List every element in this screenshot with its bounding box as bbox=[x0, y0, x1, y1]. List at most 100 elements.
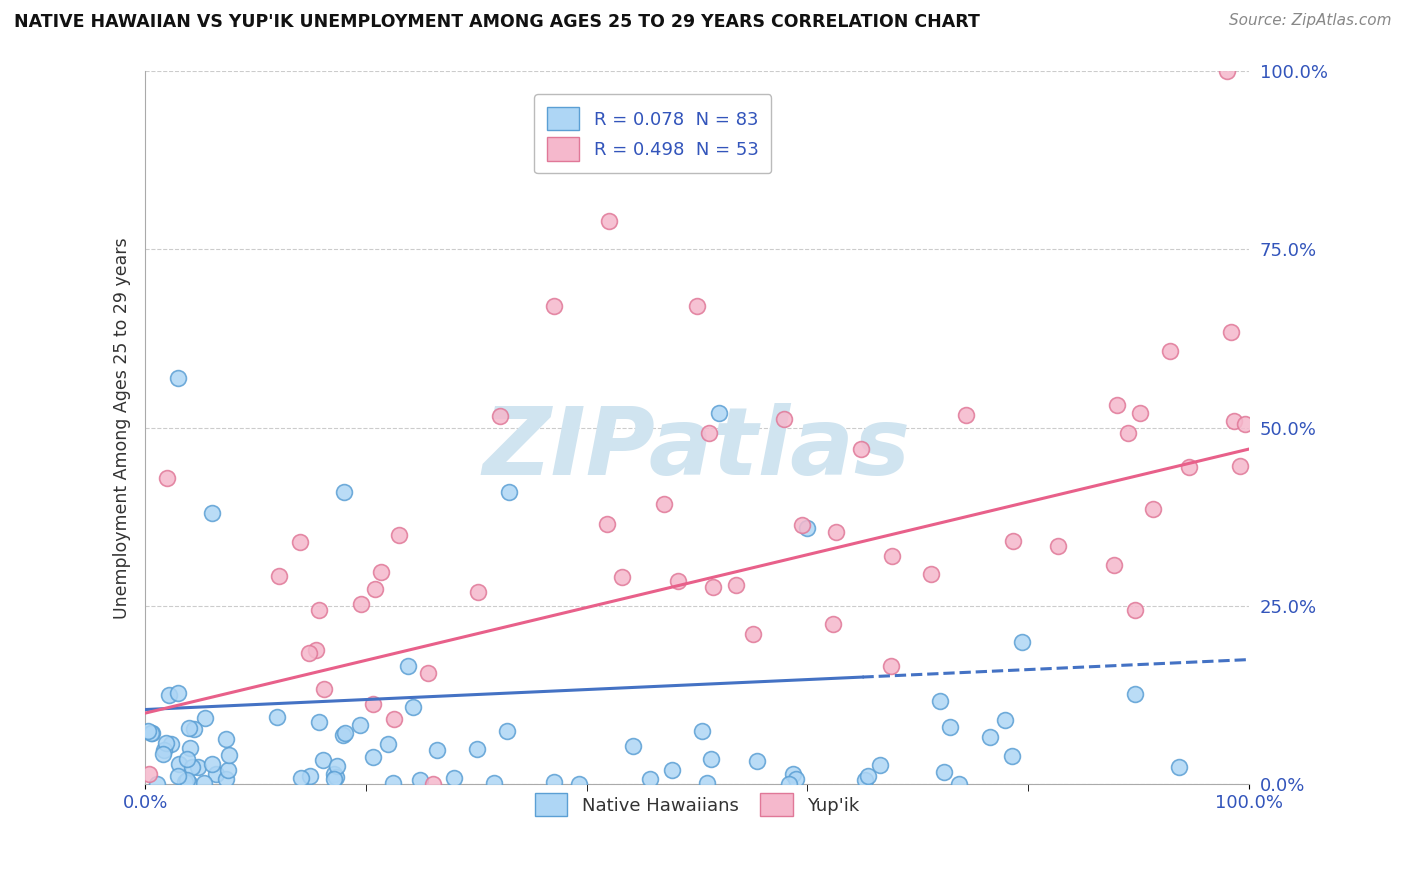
Point bbox=[361, 750, 384, 764]
Point bbox=[139, 726, 162, 740]
Point bbox=[1229, 459, 1251, 474]
Point bbox=[157, 688, 180, 702]
Point bbox=[312, 681, 335, 696]
Point bbox=[183, 722, 205, 736]
Point bbox=[1047, 540, 1070, 554]
Point bbox=[692, 724, 714, 739]
Point bbox=[696, 776, 718, 790]
Point bbox=[498, 485, 520, 500]
Point bbox=[409, 772, 432, 787]
Point bbox=[796, 520, 818, 534]
Point bbox=[308, 714, 330, 729]
Point bbox=[790, 517, 813, 532]
Point bbox=[772, 412, 794, 426]
Point bbox=[932, 764, 955, 779]
Point bbox=[702, 580, 724, 594]
Point bbox=[152, 747, 174, 762]
Point bbox=[305, 642, 328, 657]
Point bbox=[370, 566, 392, 580]
Point bbox=[880, 549, 903, 563]
Point bbox=[176, 772, 198, 787]
Point bbox=[661, 763, 683, 777]
Point bbox=[1001, 534, 1024, 549]
Point bbox=[217, 764, 239, 778]
Point bbox=[159, 737, 181, 751]
Point bbox=[174, 775, 197, 789]
Point bbox=[349, 597, 371, 611]
Point bbox=[621, 739, 644, 753]
Point bbox=[349, 717, 371, 731]
Point bbox=[288, 534, 311, 549]
Point bbox=[700, 752, 723, 766]
Point bbox=[652, 497, 675, 511]
Point bbox=[1107, 398, 1129, 412]
Point bbox=[402, 700, 425, 714]
Point bbox=[955, 408, 977, 422]
Point bbox=[214, 772, 236, 787]
Point bbox=[1167, 759, 1189, 773]
Point bbox=[333, 726, 356, 740]
Point bbox=[308, 603, 330, 617]
Point bbox=[1116, 425, 1139, 440]
Point bbox=[214, 731, 236, 746]
Point bbox=[467, 585, 489, 599]
Point bbox=[948, 777, 970, 791]
Point bbox=[1215, 64, 1237, 78]
Point bbox=[443, 772, 465, 786]
Point bbox=[1123, 687, 1146, 701]
Point bbox=[1123, 603, 1146, 617]
Point bbox=[928, 693, 950, 707]
Point bbox=[686, 300, 709, 314]
Point bbox=[778, 777, 800, 791]
Point bbox=[416, 666, 439, 681]
Point bbox=[543, 300, 565, 314]
Point bbox=[666, 574, 689, 588]
Point bbox=[1001, 748, 1024, 763]
Point bbox=[153, 743, 176, 757]
Point bbox=[266, 710, 288, 724]
Point bbox=[1159, 344, 1181, 359]
Point bbox=[1011, 634, 1033, 648]
Point bbox=[377, 737, 399, 751]
Point bbox=[1223, 414, 1246, 428]
Point bbox=[146, 777, 169, 791]
Point bbox=[823, 617, 845, 632]
Point bbox=[382, 776, 405, 790]
Point bbox=[567, 777, 589, 791]
Point bbox=[853, 772, 876, 787]
Point bbox=[396, 658, 419, 673]
Point bbox=[298, 769, 321, 783]
Point bbox=[364, 582, 387, 597]
Point bbox=[167, 686, 190, 700]
Point bbox=[200, 507, 222, 521]
Point bbox=[177, 721, 200, 735]
Point bbox=[598, 214, 620, 228]
Point bbox=[326, 758, 349, 772]
Point bbox=[979, 730, 1001, 744]
Point bbox=[388, 527, 411, 541]
Point bbox=[325, 770, 347, 784]
Point bbox=[745, 754, 768, 768]
Point bbox=[312, 753, 335, 767]
Point bbox=[176, 752, 198, 766]
Point bbox=[332, 729, 354, 743]
Point bbox=[1177, 459, 1199, 474]
Point bbox=[194, 710, 217, 724]
Point bbox=[824, 524, 846, 539]
Point bbox=[543, 775, 565, 789]
Point bbox=[205, 767, 228, 781]
Point bbox=[179, 776, 201, 790]
Point bbox=[155, 736, 177, 750]
Point bbox=[323, 772, 346, 786]
Point bbox=[167, 756, 190, 771]
Point bbox=[785, 772, 807, 787]
Point bbox=[180, 760, 202, 774]
Point bbox=[179, 741, 201, 756]
Legend: Native Hawaiians, Yup'ik: Native Hawaiians, Yup'ik bbox=[526, 784, 869, 825]
Text: ZIPatlas: ZIPatlas bbox=[482, 403, 911, 495]
Point bbox=[856, 768, 879, 782]
Point bbox=[920, 566, 942, 581]
Text: NATIVE HAWAIIAN VS YUP'IK UNEMPLOYMENT AMONG AGES 25 TO 29 YEARS CORRELATION CHA: NATIVE HAWAIIAN VS YUP'IK UNEMPLOYMENT A… bbox=[14, 13, 980, 31]
Point bbox=[333, 485, 356, 500]
Point bbox=[1219, 325, 1241, 339]
